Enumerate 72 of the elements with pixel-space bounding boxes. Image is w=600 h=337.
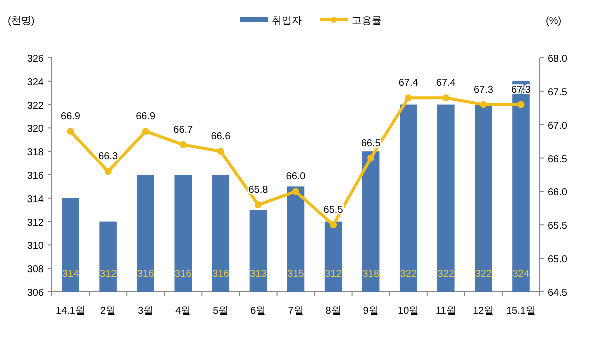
data-label: 316	[212, 269, 230, 280]
point	[292, 188, 300, 196]
point	[442, 94, 450, 102]
y-tick-label: 326	[27, 54, 44, 65]
point	[405, 94, 412, 102]
x-tick-label: 9월	[363, 306, 379, 317]
legend-label: 취업자	[272, 16, 302, 27]
y-tick-label: 306	[27, 288, 44, 299]
point	[254, 202, 262, 209]
point	[217, 148, 224, 156]
y-tick-label: 318	[27, 148, 44, 159]
data-label: 67.4	[398, 78, 419, 90]
x-tick-label: 10월	[398, 306, 420, 317]
data-label: 316	[138, 269, 155, 280]
point	[104, 168, 112, 176]
y2-tick-label: 67.0	[548, 120, 568, 132]
data-label: 65.8	[248, 185, 269, 196]
data-label: 67.4	[436, 78, 456, 90]
x-tick-label: 6월	[250, 306, 266, 317]
x-tick-label: 2월	[100, 306, 116, 317]
y-tick-label: 310	[27, 241, 44, 252]
data-label: 313	[250, 269, 268, 280]
data-label: 66.3	[98, 152, 118, 163]
point	[142, 128, 150, 136]
legend-label: 고용률	[352, 16, 382, 27]
point	[67, 128, 74, 136]
point	[368, 154, 375, 162]
x-tick-label: 4월	[176, 306, 192, 317]
y-tick-label: 320	[27, 124, 44, 136]
data-label: 67.3	[474, 84, 494, 96]
x-tick-label: 14.1월	[56, 306, 86, 317]
y2-axis-title: (%)	[546, 16, 562, 27]
y2-tick-label: 65.5	[548, 221, 568, 232]
y2-tick-label: 68.0	[548, 54, 568, 65]
y2-tick-label: 66.0	[548, 188, 568, 199]
x-tick-label: 12월	[473, 306, 494, 317]
data-label: 312	[325, 269, 342, 280]
y-tick-label: 316	[27, 171, 44, 182]
y-tick-label: 314	[27, 194, 44, 206]
y2-tick-label: 67.5	[548, 87, 568, 98]
x-tick-label: 3월	[138, 306, 154, 317]
data-label: 322	[400, 269, 418, 280]
x-tick-label: 5월	[213, 306, 229, 317]
data-label: 322	[438, 269, 455, 280]
data-label: 66.9	[61, 112, 81, 123]
y-tick-label: 322	[27, 100, 44, 112]
x-tick-label: 7월	[288, 306, 304, 317]
point	[480, 101, 488, 108]
data-label: 318	[362, 269, 380, 280]
data-label: 324	[512, 269, 530, 280]
data-label: 312	[100, 269, 118, 280]
data-label: 66.0	[286, 172, 306, 183]
data-label: 66.6	[211, 132, 232, 143]
data-label: 314	[62, 269, 80, 280]
data-label: 322	[475, 269, 492, 280]
y2-tick-label: 65.0	[548, 254, 568, 266]
data-label: 66.7	[174, 124, 194, 136]
data-label: 316	[175, 269, 192, 280]
y2-tick-label: 66.5	[548, 154, 568, 166]
x-tick-label: 15.1월	[506, 306, 536, 317]
y-tick-label: 308	[27, 264, 44, 276]
y2-tick-label: 64.5	[548, 288, 568, 299]
x-tick-label: 8월	[326, 306, 342, 317]
y-tick-label: 324	[27, 77, 44, 88]
y-tick-label: 312	[27, 218, 44, 229]
point	[518, 101, 525, 108]
data-label: 66.9	[136, 112, 156, 123]
point	[330, 222, 338, 229]
x-tick-label: 11월	[436, 306, 456, 317]
y-axis-title: (천명)	[8, 16, 35, 27]
point	[180, 141, 187, 148]
data-label: 315	[288, 269, 305, 280]
